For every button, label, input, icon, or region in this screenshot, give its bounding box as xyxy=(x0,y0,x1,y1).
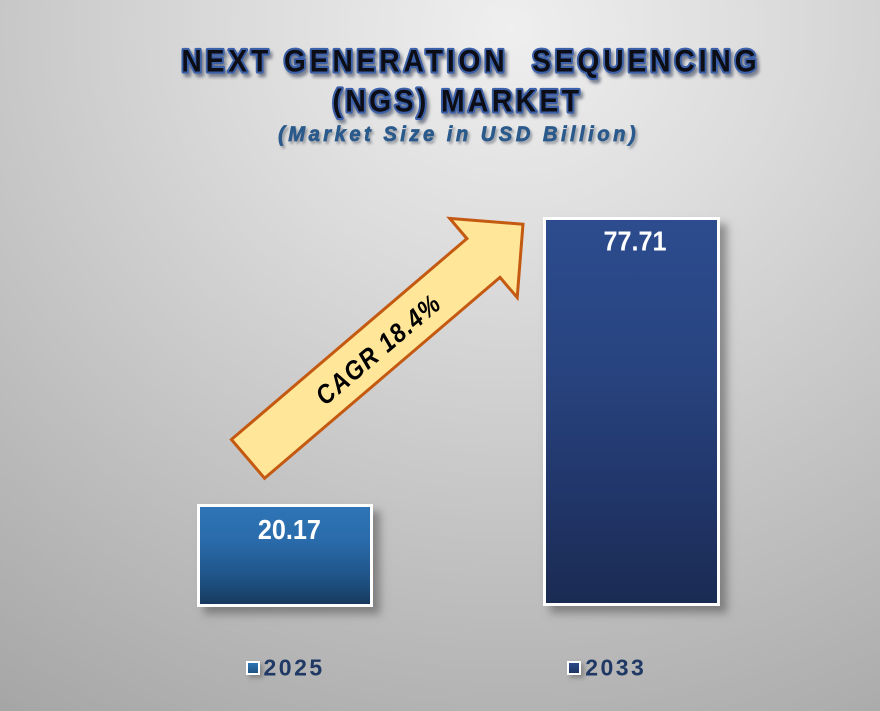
svg-text:NEXT GENERATION SEQUENCING: NEXT GENERATION SEQUENCING xyxy=(182,43,761,79)
svg-text:20.17: 20.17 xyxy=(258,514,321,545)
svg-text:(NGS) MARKET: (NGS) MARKET xyxy=(333,83,583,119)
svg-text:2033: 2033 xyxy=(585,655,646,681)
svg-text:77.71: 77.71 xyxy=(604,225,667,256)
svg-text:(Market Size in USD Billion): (Market Size in USD Billion) xyxy=(278,123,639,146)
svg-text:2025: 2025 xyxy=(264,655,325,681)
